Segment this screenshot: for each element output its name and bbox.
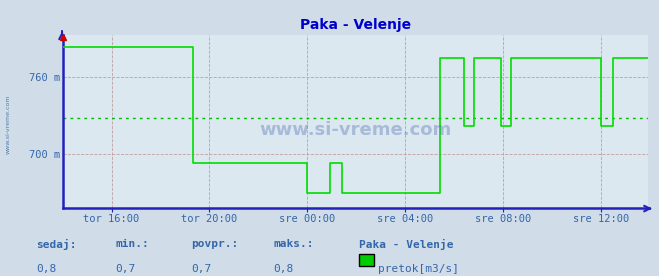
Text: 0,7: 0,7 bbox=[115, 264, 136, 274]
Text: www.si-vreme.com: www.si-vreme.com bbox=[259, 121, 451, 139]
Title: Paka - Velenje: Paka - Velenje bbox=[300, 18, 411, 32]
Text: www.si-vreme.com: www.si-vreme.com bbox=[5, 94, 11, 154]
Text: Paka - Velenje: Paka - Velenje bbox=[359, 239, 453, 250]
Text: 0,8: 0,8 bbox=[36, 264, 57, 274]
Text: 0,7: 0,7 bbox=[191, 264, 212, 274]
Text: 0,8: 0,8 bbox=[273, 264, 294, 274]
Text: sedaj:: sedaj: bbox=[36, 239, 76, 250]
Text: maks.:: maks.: bbox=[273, 239, 314, 249]
Text: povpr.:: povpr.: bbox=[191, 239, 239, 249]
Text: min.:: min.: bbox=[115, 239, 149, 249]
Text: pretok[m3/s]: pretok[m3/s] bbox=[378, 264, 459, 274]
